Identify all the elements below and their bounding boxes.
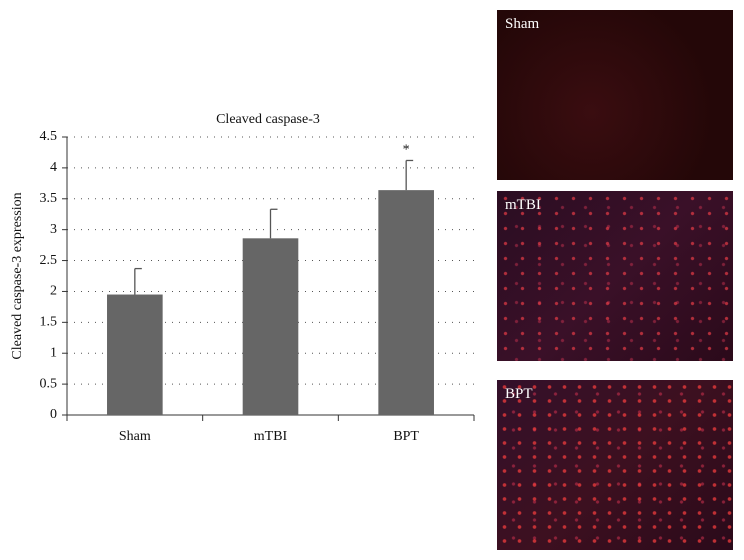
panel-label: Sham <box>505 16 540 32</box>
panel-label: mTBI <box>505 197 541 213</box>
y-tick-label: 4.5 <box>40 129 58 144</box>
x-tick-label: BPT <box>393 429 419 444</box>
image-panel: mTBI <box>497 191 733 361</box>
image-panel: Sham <box>497 10 733 180</box>
y-tick-label: 4 <box>50 160 57 175</box>
error-bar <box>134 267 142 295</box>
chart-title: Cleaved caspase-3 <box>216 112 320 127</box>
image-panel: BPT <box>497 380 733 550</box>
error-bar <box>405 159 414 191</box>
error-bar <box>269 208 278 239</box>
chart: Cleaved caspase-3 Cleaved caspase-3 expr… <box>10 112 475 444</box>
y-axis-label: Cleaved caspase-3 expression <box>10 192 25 359</box>
y-tick-label: 2.5 <box>40 253 58 268</box>
y-tick-label: 3.5 <box>40 191 58 206</box>
y-tick-label: 3 <box>50 222 57 237</box>
bar <box>107 294 163 415</box>
bar <box>378 190 434 415</box>
x-tick-label: Sham <box>119 429 151 444</box>
bar <box>242 238 299 415</box>
panel-label: BPT <box>505 386 533 402</box>
annotation: * <box>403 143 410 158</box>
y-tick-label: 0 <box>50 407 57 422</box>
y-tick-label: 1 <box>50 345 57 360</box>
y-tick-label: 0.5 <box>40 376 58 391</box>
y-tick-label: 1.5 <box>40 315 58 330</box>
y-tick-label: 2 <box>50 284 57 299</box>
x-tick-label: mTBI <box>254 429 288 444</box>
